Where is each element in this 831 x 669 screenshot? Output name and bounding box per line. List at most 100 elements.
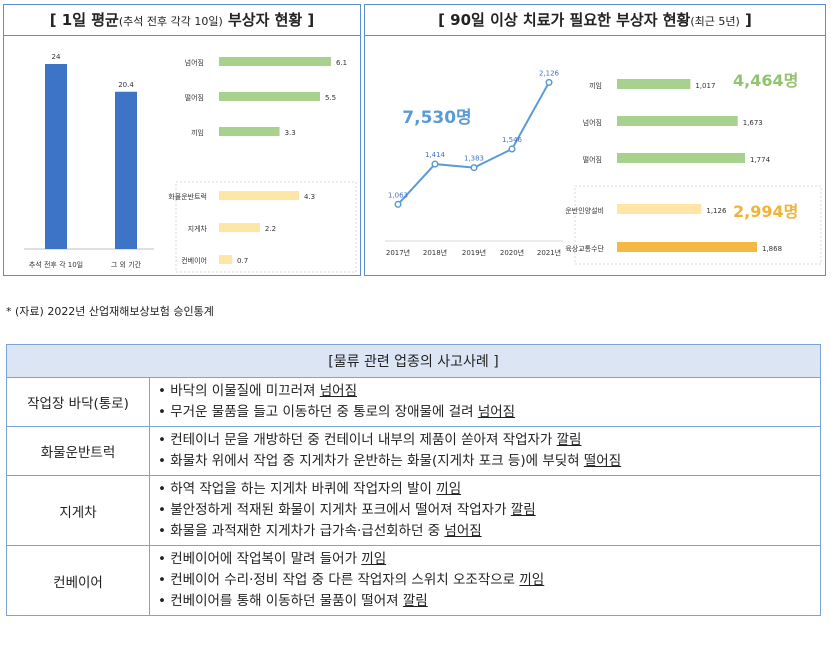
- trend-point: [470, 164, 478, 172]
- right-panel-title: [ 90일 이상 치료가 필요한 부상자 현황(최근 5년) ]: [365, 5, 825, 36]
- type-total-value-label: 1,774: [750, 156, 771, 164]
- year-tick-label: 2021년: [537, 248, 561, 257]
- trend-point: [545, 78, 553, 86]
- case-item: • 컨베이어 수리·정비 작업 중 다른 작업자의 스위치 오조작으로 끼임: [158, 570, 812, 591]
- accident-type-value-label: 3.3: [285, 129, 296, 137]
- transport-value-label: 1,126: [706, 207, 727, 215]
- type-total-category-label: 떨어짐: [583, 155, 602, 164]
- case-item: • 바닥의 이물질에 미끄러져 넘어짐: [158, 381, 812, 402]
- type-total-value-label: 1,017: [695, 82, 715, 90]
- trend-value-label: 1,546: [502, 136, 523, 144]
- year-tick-label: 2017년: [386, 248, 410, 257]
- case-category: 컨베이어: [6, 545, 150, 616]
- right-title-main: [ 90일 이상 치료가 필요한 부상자 현황: [438, 11, 691, 29]
- equipment-bar: [219, 191, 299, 200]
- trend-value-label: 2,126: [539, 69, 560, 77]
- case-item-text: • 컨베이어를 통해 이동하던 물품이 떨어져: [158, 593, 403, 609]
- right-title-end: ]: [739, 11, 752, 29]
- total-annotation: 7,530명: [402, 108, 471, 128]
- cases-header: [물류 관련 업종의 사고사례 ]: [6, 344, 821, 378]
- type-total-annotation: 4,464명: [733, 71, 798, 90]
- left-charts-svg: 24 추석 전후 각 10일 20.4 그 외 기간 넘어짐 6.1 떨어짐 5.5 끼임 3.3…: [24, 53, 357, 273]
- case-row: 화물운반트럭 • 컨테이너 문을 개방하던 중 컨테이너 내부의 제품이 쏟아져 …: [6, 426, 821, 476]
- accident-type-value-label: 6.1: [336, 59, 347, 67]
- equipment-bar: [219, 255, 233, 264]
- bar-category-label: 추석 전후 각 10일: [29, 260, 83, 269]
- year-tick-label: 2018년: [423, 248, 447, 257]
- case-descriptions: • 컨베이어에 작업복이 말려 들어가 끼임 • 컨베이어 수리·정비 작업 중 …: [149, 545, 821, 616]
- case-item-text: • 컨테이너 문을 개방하던 중 컨테이너 내부의 제품이 쏟아져 작업자가: [158, 432, 557, 448]
- transport-category-label: 육상교통수단: [565, 244, 604, 253]
- case-item-text: • 화물차 위에서 작업 중 지게차가 운반하는 화물(지게차 포크 등)에 부…: [158, 453, 584, 469]
- case-category: 화물운반트럭: [6, 426, 150, 476]
- case-item-type: 끼임: [519, 572, 545, 588]
- transport-value-label: 1,868: [762, 245, 782, 253]
- case-row: 작업장 바닥(통로) • 바닥의 이물질에 미끄러져 넘어짐 • 무거운 물품을 들…: [6, 377, 821, 427]
- type-total-category-label: 넘어짐: [583, 118, 602, 127]
- case-item-type: 깔림: [510, 502, 536, 518]
- equipment-bar-frame: [175, 181, 357, 273]
- case-item-type: 떨어짐: [583, 453, 622, 469]
- daily-injury-bar: [115, 91, 137, 249]
- type-total-bar: [617, 79, 691, 89]
- case-row: 지게차 • 하역 작업을 하는 지게차 바퀴에 작업자의 발이 끼임 • 불안정하게…: [6, 475, 821, 546]
- right-title-paren: (최근 5년): [690, 15, 740, 28]
- transport-bar: [617, 242, 757, 252]
- left-chart-panel: [ 1일 평균(추석 전후 각각 10일) 부상자 현황 ] 24 추석 전후 각…: [3, 4, 361, 276]
- source-note: * (자료) 2022년 산업재해보상보험 승인통계: [6, 305, 214, 318]
- case-category: 지게차: [6, 475, 150, 546]
- equipment-value-label: 2.2: [265, 225, 276, 233]
- bar-value-label: 24: [52, 53, 61, 61]
- case-item-text: • 컨베이어에 작업복이 말려 들어가: [158, 551, 362, 567]
- type-total-bar: [617, 116, 738, 126]
- case-item: • 하역 작업을 하는 지게차 바퀴에 작업자의 발이 끼임: [158, 479, 812, 500]
- transport-bar-frame: [574, 185, 822, 265]
- case-descriptions: • 하역 작업을 하는 지게차 바퀴에 작업자의 발이 끼임 • 불안정하게 적재…: [149, 475, 821, 546]
- accident-type-bar: [219, 92, 320, 101]
- right-chart-panel: [ 90일 이상 치료가 필요한 부상자 현황(최근 5년) ] 1,063 20…: [364, 4, 826, 276]
- equipment-category-label: 지게차: [188, 224, 208, 233]
- case-item: • 컨베이어에 작업복이 말려 들어가 끼임: [158, 549, 812, 570]
- type-total-value-label: 1,673: [743, 119, 763, 127]
- case-item-text: • 컨베이어 수리·정비 작업 중 다른 작업자의 스위치 오조작으로: [158, 572, 520, 588]
- equipment-bar: [219, 223, 260, 232]
- year-tick-label: 2020년: [500, 248, 524, 257]
- case-item-type: 넘어짐: [319, 383, 358, 399]
- transport-bar: [617, 204, 702, 214]
- transport-annotation: 2,994명: [733, 202, 798, 221]
- case-item: • 무거운 물품을 들고 이동하던 중 통로의 장애물에 걸려 넘어짐: [158, 402, 812, 423]
- case-item-type: 끼임: [436, 481, 462, 497]
- accident-cases-table: [물류 관련 업종의 사고사례 ] 작업장 바닥(통로) • 바닥의 이물질에 미…: [6, 344, 821, 616]
- equipment-value-label: 0.7: [237, 257, 248, 265]
- accident-type-category-label: 넘어짐: [185, 58, 204, 67]
- left-panel-title: [ 1일 평균(추석 전후 각각 10일) 부상자 현황 ]: [4, 5, 360, 36]
- right-charts-svg: 1,063 2017년 1,414 2018년 1,383 2019년 1,546 2020년…: [385, 69, 822, 265]
- accident-type-category-label: 떨어짐: [185, 93, 204, 102]
- trend-point: [394, 200, 402, 208]
- case-item-type: 넘어짐: [477, 404, 516, 420]
- trend-value-label: 1,383: [464, 155, 484, 163]
- case-row: 컨베이어 • 컨베이어에 작업복이 말려 들어가 끼임 • 컨베이어 수리·정비 작…: [6, 545, 821, 616]
- equipment-category-label: 화물운반트럭: [168, 192, 207, 201]
- accident-type-bar: [219, 57, 331, 66]
- case-item-type: 끼임: [361, 551, 387, 567]
- trend-line: [397, 81, 550, 206]
- case-item-text: • 하역 작업을 하는 지게차 바퀴에 작업자의 발이: [158, 481, 437, 497]
- daily-injury-bar: [45, 64, 67, 249]
- case-item: • 컨베이어를 통해 이동하던 물품이 떨어져 깔림: [158, 591, 812, 612]
- transport-category-label: 운반인양설비: [565, 206, 604, 215]
- case-item: • 화물차 위에서 작업 중 지게차가 운반하는 화물(지게차 포크 등)에 부…: [158, 451, 812, 472]
- year-tick-label: 2019년: [462, 248, 486, 257]
- case-item: • 화물을 과적재한 지게차가 급가속·급선회하던 중 넘어짐: [158, 521, 812, 542]
- cases-header-row: [물류 관련 업종의 사고사례 ]: [6, 344, 821, 378]
- type-total-category-label: 끼임: [589, 81, 602, 90]
- case-item-type: 넘어짐: [444, 523, 482, 539]
- case-item-type: 깔림: [402, 593, 428, 609]
- case-item-text: • 바닥의 이물질에 미끄러져: [158, 383, 320, 399]
- equipment-value-label: 4.3: [304, 193, 315, 201]
- case-item-type: 깔림: [556, 432, 582, 448]
- bar-value-label: 20.4: [118, 81, 134, 89]
- case-item-text: • 무거운 물품을 들고 이동하던 중 통로의 장애물에 걸려: [158, 404, 478, 420]
- case-item-text: • 불안정하게 적재된 화물이 지게차 포크에서 떨어져 작업자가: [158, 502, 511, 518]
- left-title-paren: (추석 전후 각각 10일): [118, 15, 223, 28]
